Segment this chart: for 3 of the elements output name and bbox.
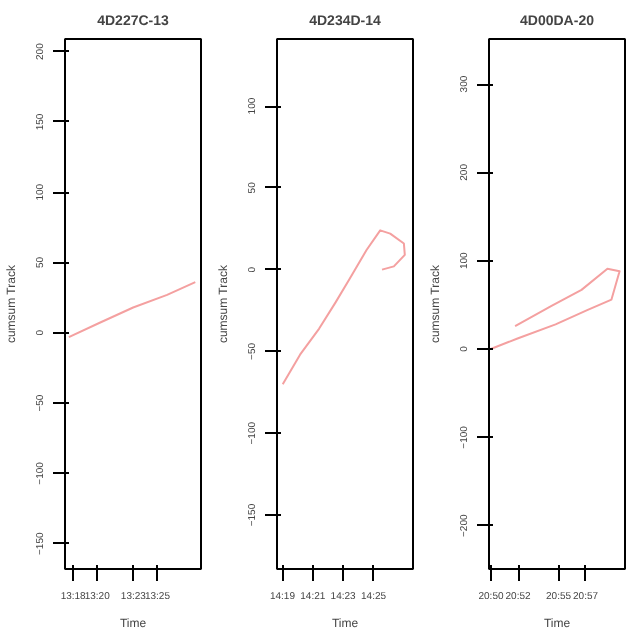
line-series xyxy=(281,229,406,386)
line-series xyxy=(489,267,621,351)
line-series xyxy=(67,281,197,339)
